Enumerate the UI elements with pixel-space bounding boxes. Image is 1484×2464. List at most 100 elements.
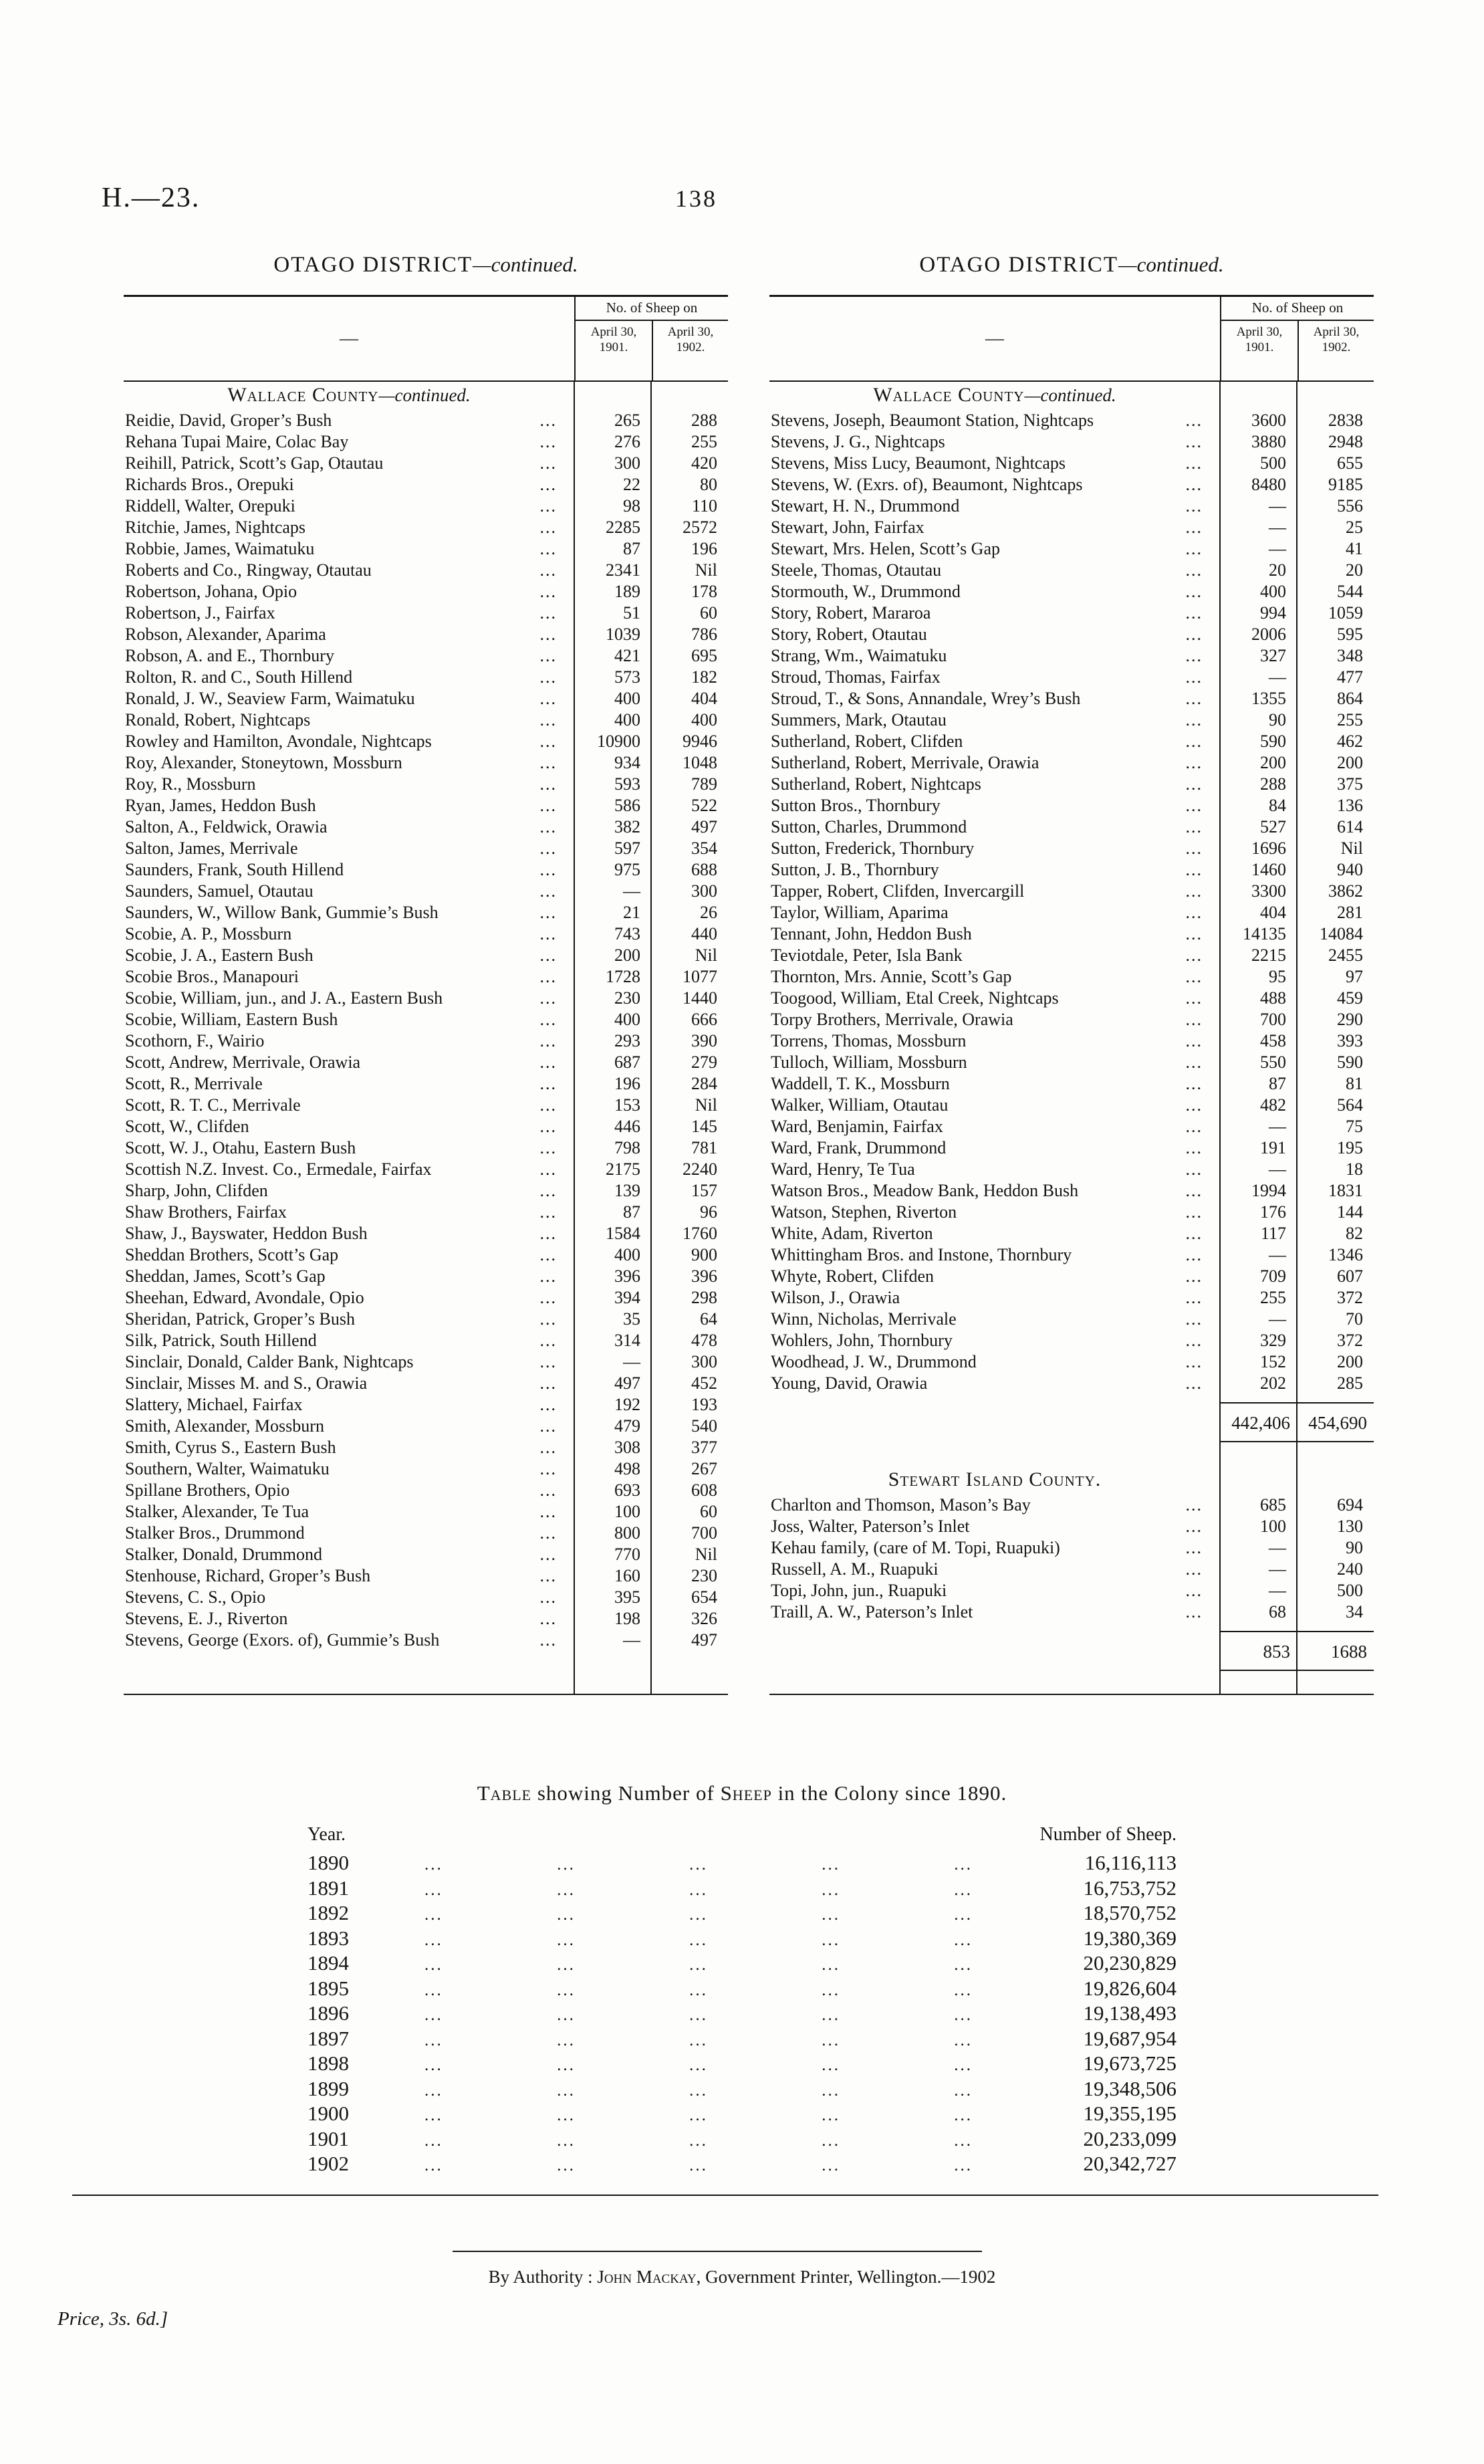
table-row: Scottish N.Z. Invest. Co., Ermedale, Fai…: [124, 1159, 728, 1180]
sheep-1901-value: 1728: [606, 967, 640, 986]
table-row: Story, Robert, Otautau... 2006 595: [769, 624, 1374, 645]
owner-name-cell: Ryan, James, Heddon Bush...: [124, 795, 574, 816]
table-row: Kehau family, (care of M. Topi, Ruapuki)…: [769, 1537, 1374, 1559]
sheep-1901-value: 590: [1260, 732, 1286, 751]
owner-name-cell: Sheddan, James, Scott’s Gap...: [124, 1266, 574, 1287]
count-header: Number of Sheep.: [1039, 1824, 1177, 1845]
table-row: Scobie Bros., Manapouri... 1728 1077: [124, 966, 728, 988]
table-row: Riddell, Walter, Orepuki... 98 110: [124, 495, 728, 517]
sheep-1902-value: 1077: [683, 967, 717, 986]
sheep-1901-value: 3880: [1251, 432, 1286, 451]
colony-year: 1891: [307, 1876, 349, 1900]
leader-dots: ...: [1185, 1052, 1203, 1072]
leader-dots: ...: [539, 1052, 557, 1072]
leader-dots: ...: [539, 1331, 557, 1350]
sheep-1901-value: 230: [614, 988, 640, 1008]
leader-dots: ...: [1185, 860, 1203, 879]
owner-name: Rowley and Hamilton, Avondale, Nightcaps: [125, 732, 432, 751]
sheep-1902-value: 500: [1337, 1581, 1363, 1600]
total-1901-value: 442,406: [1220, 1402, 1297, 1442]
colony-year: 1894: [307, 1951, 349, 1975]
leader-dots: ...: [1185, 753, 1203, 772]
leader-dots: ...: [539, 1031, 557, 1050]
owner-name: Smith, Alexander, Mossburn: [125, 1416, 324, 1436]
sheep-1901-value: 68: [1269, 1602, 1286, 1621]
table-row: White, Adam, Riverton... 117 82: [769, 1223, 1374, 1244]
sheep-1901-value: 400: [614, 1245, 640, 1264]
sheep-1901-value: 693: [614, 1480, 640, 1500]
colony-sheep-count: 19,348,506: [1083, 2076, 1177, 2100]
owner-column-header: —: [340, 328, 358, 349]
colony-row: 1902............... 20,342,727: [307, 2152, 1177, 2177]
sheep-1902-value: 440: [691, 924, 717, 943]
section-heading: Wallace County—continued.: [227, 384, 471, 406]
table-row: Sheddan Brothers, Scott’s Gap... 400 900: [124, 1244, 728, 1266]
owner-name-cell: Tennant, John, Heddon Bush...: [769, 923, 1220, 945]
leader-dots: ...: [1185, 539, 1203, 558]
owner-name: Scobie Bros., Manapouri: [125, 967, 299, 986]
table-row: Smith, Alexander, Mossburn... 479 540: [124, 1416, 728, 1437]
table-row: Scott, W., Clifden... 446 145: [124, 1116, 728, 1137]
table-row: Rolton, R. and C., South Hillend... 573 18…: [124, 667, 728, 688]
sheep-1902-value: 478: [691, 1331, 717, 1350]
sheep-1902-value: 614: [1337, 817, 1363, 836]
colony-row: 1897............... 19,687,954: [307, 2027, 1177, 2052]
owner-name: Whittingham Bros. and Instone, Thornbury: [771, 1245, 1072, 1264]
owner-name-cell: Traill, A. W., Paterson’s Inlet...: [769, 1601, 1220, 1623]
owner-name: Tulloch, William, Mossburn: [771, 1052, 967, 1072]
sheep-1901-value: 87: [623, 539, 640, 558]
leader-dots: ...: [539, 1523, 557, 1543]
totals-row: 853 1688: [769, 1623, 1374, 1679]
sheep-1902-value: 300: [691, 1352, 717, 1371]
owner-name-cell: Riddell, Walter, Orepuki...: [124, 495, 574, 517]
sheep-1902-value: 497: [691, 1630, 717, 1650]
table-row: Salton, James, Merrivale... 597 354: [124, 838, 728, 859]
table-row: Stroud, Thomas, Fairfax... — 477: [769, 667, 1374, 688]
leader-dots: ...: [539, 1352, 557, 1371]
sheep-1902-value: 281: [1337, 903, 1363, 922]
leader-dots: ...: [539, 582, 557, 601]
owner-name: Joss, Walter, Paterson’s Inlet: [771, 1517, 970, 1536]
owner-name: Walker, William, Otautau: [771, 1095, 949, 1115]
owner-name: Sheridan, Patrick, Groper’s Bush: [125, 1309, 355, 1329]
sheep-on-label: No. of Sheep on: [1221, 297, 1374, 321]
owner-name: Ronald, Robert, Nightcaps: [125, 710, 311, 730]
sheep-1902-value: 666: [691, 1010, 717, 1029]
table-row: Stalker, Donald, Drummond... 770 Nil: [124, 1544, 728, 1565]
table-row: Tapper, Robert, Clifden, Invercargill...…: [769, 881, 1374, 902]
owner-name: Saunders, Frank, South Hillend: [125, 860, 344, 879]
sheep-1901-value: 400: [1260, 582, 1286, 601]
owner-name: Sinclair, Misses M. and S., Orawia: [125, 1373, 368, 1393]
leader-dots: ...: [1185, 710, 1203, 730]
owner-name: Taylor, William, Aparima: [771, 903, 949, 922]
sheep-1902-value: 940: [1337, 860, 1363, 879]
sheep-1901-value: 152: [1260, 1352, 1286, 1371]
owner-name: Stroud, T., & Sons, Annandale, Wrey’s Bu…: [771, 689, 1081, 708]
leader-dots: ...: [539, 945, 557, 965]
sheep-1902-value: 82: [1346, 1224, 1363, 1243]
owner-name-cell: Topi, John, jun., Ruapuki...: [769, 1580, 1220, 1601]
leader-dots: ...: [539, 432, 557, 451]
colony-sheep-count: 16,116,113: [1084, 1851, 1177, 1874]
totals-row: 442,406 454,690: [769, 1394, 1374, 1450]
table-row: Whittingham Bros. and Instone, Thornbury…: [769, 1244, 1374, 1266]
sheep-1901-value: 994: [1260, 603, 1286, 623]
owner-name-cell: Sinclair, Donald, Calder Bank, Nightcaps…: [124, 1351, 574, 1373]
table-row: Stalker, Alexander, Te Tua... 100 60: [124, 1501, 728, 1523]
leader-dots: ...: [539, 753, 557, 772]
value-columns-header: No. of Sheep on April 30, 1901. April 30…: [574, 297, 728, 380]
col-1902-header: April 30, 1902.: [1297, 321, 1374, 380]
table-row: Shaw, J., Bayswater, Heddon Bush... 1584 1…: [124, 1223, 728, 1244]
colony-row: 1896............... 19,138,493: [307, 2001, 1177, 2027]
leader-dots: ...: [1185, 1373, 1203, 1393]
sheep-1901-value: 1460: [1251, 860, 1286, 879]
sheep-1901-value: 479: [614, 1416, 640, 1436]
sheep-1901-value: 308: [614, 1438, 640, 1457]
leader-dots: ...............: [424, 1880, 973, 1899]
sheep-1901-value: 2285: [606, 518, 640, 537]
sheep-1901-value: 975: [614, 860, 640, 879]
owner-name-cell: Robson, Alexander, Aparima...: [124, 624, 574, 645]
table-row: Sheehan, Edward, Avondale, Opio... 394 298: [124, 1287, 728, 1309]
sheep-1901-value: 1696: [1251, 838, 1286, 858]
leader-dots: ...: [539, 1502, 557, 1521]
